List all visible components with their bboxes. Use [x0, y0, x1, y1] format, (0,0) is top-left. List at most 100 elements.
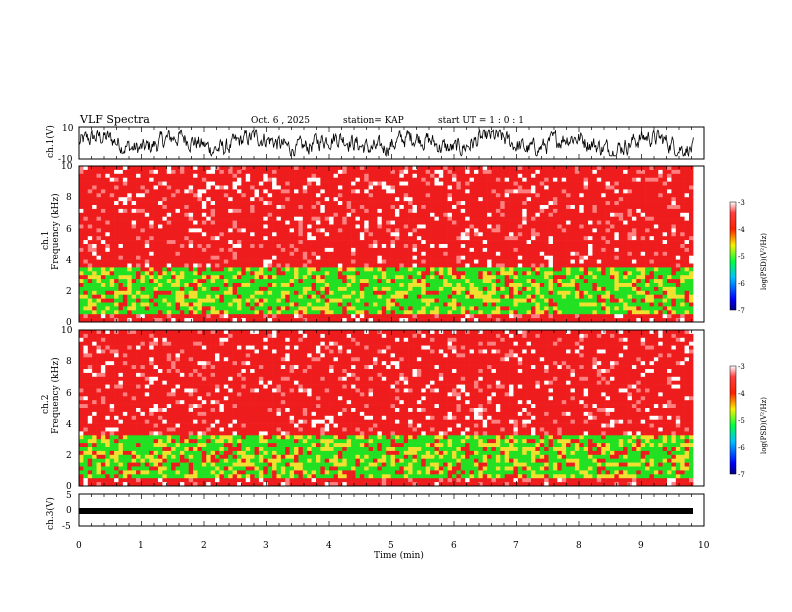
spectrogram-cell — [351, 279, 356, 284]
spectrogram-cell — [79, 267, 84, 272]
spectrogram-cell — [425, 181, 431, 186]
spectrogram-cell — [201, 259, 207, 264]
spectrogram-cell — [544, 228, 549, 233]
spectrogram-cell — [245, 283, 251, 288]
spectrogram-cell — [557, 228, 563, 233]
spectrogram-cell — [469, 240, 475, 245]
spectrogram-cell — [495, 310, 501, 315]
spectrogram-cell — [337, 185, 343, 190]
spectrogram-cell — [504, 201, 510, 206]
spectrogram-cell — [373, 216, 378, 221]
spectrogram-cell — [157, 197, 163, 202]
spectrogram-cell — [254, 240, 260, 245]
spectrogram-cell — [280, 279, 286, 284]
spectrogram-cell — [430, 279, 435, 284]
spectrogram-cell — [232, 286, 238, 292]
spectrogram-cell — [329, 263, 334, 268]
spectrogram-cell — [267, 208, 273, 214]
spectrogram-cell — [267, 185, 273, 190]
spectrogram-cell — [561, 232, 567, 237]
spectrogram-cell — [100, 290, 106, 295]
spectrogram-cell — [618, 286, 624, 292]
spectrogram-cell — [144, 236, 150, 241]
spectrogram-cell — [526, 251, 532, 256]
spectrogram-cell — [434, 185, 440, 190]
spectrogram-cell — [241, 255, 247, 260]
spectrogram-cell — [513, 290, 519, 295]
spectrogram-cell — [482, 189, 488, 194]
spectrogram-cell — [482, 212, 488, 217]
spectrogram-cell — [438, 220, 444, 225]
spectrogram-cell — [438, 185, 444, 190]
spectrogram-cell — [504, 208, 510, 214]
spectrogram-cell — [87, 181, 93, 186]
spectrogram-cell — [315, 189, 321, 194]
spectrogram-cell — [368, 173, 374, 178]
spectrogram-cell — [522, 267, 527, 272]
spectrogram-cell — [201, 181, 207, 186]
spectrogram-cell — [460, 259, 466, 264]
spectrogram-cell — [272, 318, 277, 323]
spectrogram-cell — [219, 279, 225, 284]
spectrogram-cell — [386, 318, 391, 323]
spectrogram-cell — [460, 189, 466, 194]
spectrogram-cell — [364, 193, 369, 198]
spectrogram-cell — [394, 224, 400, 229]
spectrogram-cell — [355, 302, 361, 307]
spectrogram-cell — [153, 294, 159, 299]
spectrogram-cell — [588, 193, 593, 198]
spectrogram-cell — [495, 189, 501, 194]
spectrogram-cell — [79, 177, 84, 182]
spectrogram-cell — [596, 247, 602, 253]
spectrogram-cell — [197, 263, 203, 268]
spectrogram-cell — [149, 279, 154, 284]
spectrogram-cell — [487, 212, 492, 217]
spectrogram-cell — [430, 201, 435, 206]
spectrogram-cell — [193, 216, 198, 221]
spectrogram-cell — [544, 310, 549, 315]
spectrogram-cell — [215, 185, 220, 190]
spectrogram-cell — [127, 259, 132, 264]
spectrogram-cell — [144, 197, 150, 202]
spectrogram-cell — [473, 318, 479, 323]
spectrogram-cell — [605, 189, 611, 194]
spectrogram-cell — [456, 166, 462, 171]
spectrogram-cell — [399, 216, 405, 221]
spectrogram-cell — [171, 283, 176, 288]
spectrogram-cell — [131, 169, 137, 175]
spectrogram-cell — [324, 228, 330, 233]
spectrogram-cell — [346, 275, 352, 280]
spectrogram-cell — [315, 318, 321, 323]
spectrogram-cell — [452, 263, 457, 268]
spectrogram-cell — [394, 169, 400, 175]
spectrogram-cell — [509, 197, 514, 202]
spectrogram-cell — [452, 318, 457, 323]
spectrogram-cell — [623, 228, 628, 233]
spectrogram-cell — [610, 302, 615, 307]
spectrogram-cell — [491, 279, 497, 284]
spectrogram-cell — [412, 267, 418, 272]
spectrogram-cell — [364, 224, 369, 229]
spectrogram-cell — [552, 185, 558, 190]
spectrogram-cell — [311, 201, 317, 206]
spectrogram-cell — [250, 240, 255, 245]
spectrogram-cell — [399, 181, 405, 186]
spectrogram-cell — [210, 259, 216, 264]
spectrogram-cell — [329, 251, 334, 256]
spectrogram-cell — [557, 197, 563, 202]
spectrogram-cell — [311, 314, 317, 319]
spectrogram-cell — [425, 318, 431, 323]
spectrogram-cell — [188, 255, 194, 260]
spectrogram-cell — [333, 267, 339, 272]
spectrogram-cell — [241, 298, 247, 303]
spectrogram-cell — [438, 240, 444, 245]
spectrogram-cell — [377, 251, 383, 256]
spectrogram-cell — [315, 263, 321, 268]
spectrogram-cell — [241, 189, 247, 194]
spectrogram-cell — [228, 240, 233, 245]
spectrogram-cell — [294, 251, 299, 256]
spectrogram-cell — [276, 236, 282, 241]
spectrogram-cell — [443, 166, 448, 171]
spectrogram-cell — [171, 267, 176, 272]
spectrogram-cell — [193, 290, 198, 295]
